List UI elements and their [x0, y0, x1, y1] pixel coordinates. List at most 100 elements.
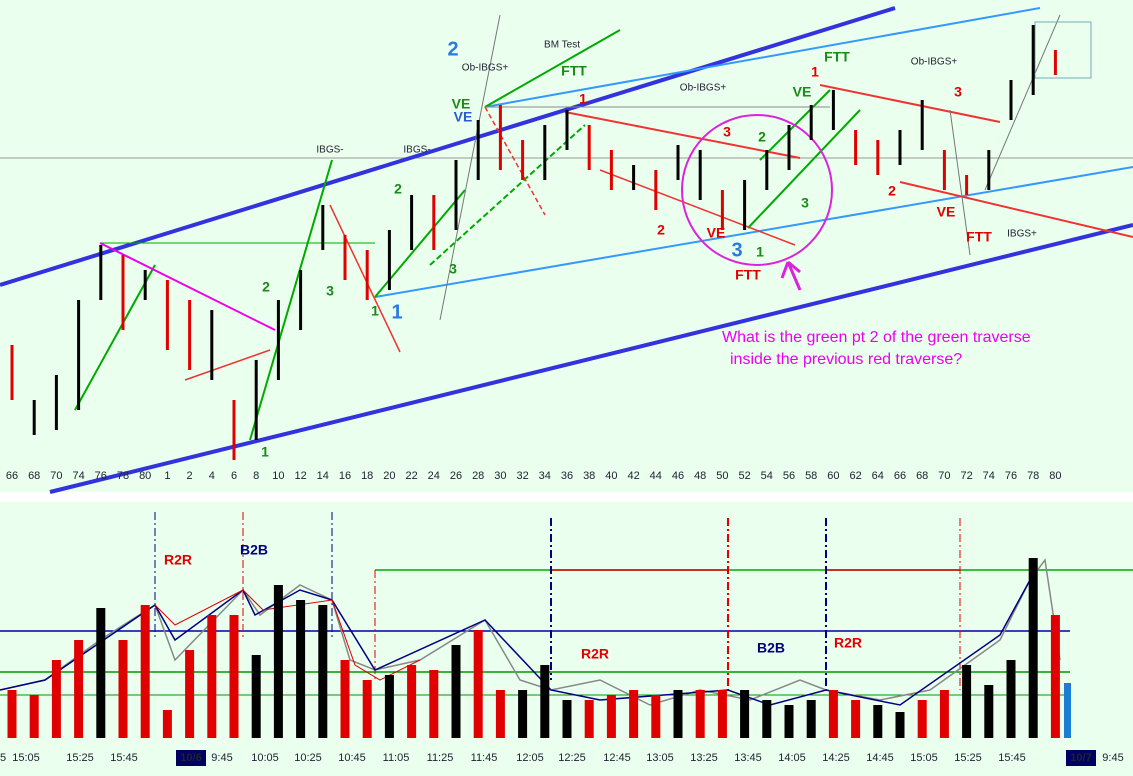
- x-tick-label: 26: [450, 470, 462, 482]
- wave-label: 2: [262, 279, 270, 295]
- x-tick-label: 76: [95, 470, 107, 482]
- volume-bar: [7, 690, 17, 738]
- wave-label: 3: [954, 84, 962, 100]
- wave-label: 1: [371, 303, 379, 319]
- volume-bar: [185, 650, 195, 738]
- x-tick-label: 15:45: [998, 752, 1026, 764]
- wave-label: 2: [394, 181, 402, 197]
- volume-bar: [873, 705, 883, 738]
- volume-bar: [473, 630, 483, 738]
- volume-bar: [118, 640, 128, 738]
- x-tick-label: 32: [516, 470, 528, 482]
- question: What is the green pt 2 of the green trav…: [722, 329, 1031, 346]
- note: B2B: [757, 640, 785, 656]
- volume-bar: [584, 700, 594, 738]
- x-tick-label: 15:25: [66, 752, 94, 764]
- volume-bar: [1028, 558, 1038, 738]
- x-tick-label: 9:45: [1102, 752, 1123, 764]
- volume-bar: [384, 675, 394, 738]
- note: Ob-IBGS+: [680, 83, 727, 94]
- x-tick-label: 76: [1005, 470, 1017, 482]
- volume-bar: [606, 695, 616, 738]
- x-tick-label: 60: [827, 470, 839, 482]
- trend-line: [74, 264, 156, 411]
- volume-bar: [207, 615, 217, 738]
- volume-bar: [318, 605, 328, 738]
- x-tick-label: 13:25: [690, 752, 718, 764]
- x-tick-label: 78: [1027, 470, 1039, 482]
- x-tick-label: 66: [6, 470, 18, 482]
- zigzag: [0, 579, 1031, 706]
- wave-label: 1: [756, 244, 764, 260]
- x-tick-label: 74: [983, 470, 995, 482]
- wave-label: 2: [758, 129, 766, 145]
- note: VE: [454, 109, 473, 125]
- volume-bar: [362, 680, 372, 738]
- note: VE: [452, 96, 471, 112]
- x-tick-label: 15:05: [910, 752, 938, 764]
- x-tick-label: 13:05: [646, 752, 674, 764]
- x-tick-label: 64: [872, 470, 884, 482]
- x-tick-label: 10/6: [180, 752, 201, 764]
- trend-line: [984, 14, 1061, 191]
- volume-bar: [806, 700, 816, 738]
- x-tick-label: 50: [716, 470, 728, 482]
- x-tick-label: 52: [738, 470, 750, 482]
- note: VE: [937, 204, 956, 220]
- volume-bar: [962, 665, 972, 738]
- highlight-box: [1034, 21, 1092, 79]
- x-tick-label: 12: [294, 470, 306, 482]
- volume-bar: [740, 690, 750, 738]
- zigzag: [0, 558, 1061, 706]
- volume-bar: [162, 710, 172, 738]
- note: IBGS-: [403, 145, 430, 156]
- volume-bar: [51, 660, 61, 738]
- volume-bar: [629, 690, 639, 738]
- x-tick-label: 2: [187, 470, 193, 482]
- x-tick-label: 10: [272, 470, 284, 482]
- volume-bar: [784, 705, 794, 738]
- x-tick-label: 46: [672, 470, 684, 482]
- x-tick-label: 24: [428, 470, 440, 482]
- volume-bar: [251, 655, 261, 738]
- volume-lines: [0, 512, 1133, 738]
- note: FTT: [735, 267, 761, 283]
- x-tick-label: 11:45: [471, 752, 498, 764]
- x-tick-label: 10:05: [251, 752, 279, 764]
- x-tick-label: 44: [650, 470, 662, 482]
- volume-bar: [851, 700, 861, 738]
- note: IBGS+: [1007, 229, 1037, 240]
- x-tick-label: 54: [761, 470, 773, 482]
- x-tick-label: 16: [339, 470, 351, 482]
- trend-line: [329, 204, 401, 353]
- wave-label: 2: [888, 183, 896, 199]
- trend-line: [484, 106, 546, 216]
- trend-line: [184, 349, 271, 381]
- volume-bar: [939, 690, 949, 738]
- note: Ob-IBGS+: [462, 63, 509, 74]
- x-tick-label: 11:25: [427, 752, 454, 764]
- trend-line: [819, 84, 1001, 123]
- wave-label: 2: [657, 222, 665, 238]
- channel-line: [49, 223, 1133, 494]
- x-tick-label: 1: [164, 470, 170, 482]
- x-tick-label: 15:05: [12, 752, 40, 764]
- x-tick-label: 6: [231, 470, 237, 482]
- wave-label: 3: [449, 261, 457, 277]
- x-tick-label: 80: [1049, 470, 1061, 482]
- x-tick-label: 5: [0, 752, 6, 764]
- x-tick-label: 10:25: [294, 752, 322, 764]
- wave-label: 2: [447, 38, 458, 60]
- note: FTT: [824, 49, 850, 65]
- x-tick-label: 62: [849, 470, 861, 482]
- x-tick-label: 34: [539, 470, 551, 482]
- volume-bar: [562, 700, 572, 738]
- wave-label: 3: [731, 239, 742, 261]
- trend-line: [484, 29, 621, 108]
- volume-bar: [296, 600, 306, 738]
- x-tick-label: 30: [494, 470, 506, 482]
- x-tick-label: 78: [117, 470, 129, 482]
- x-tick-label: 20: [383, 470, 395, 482]
